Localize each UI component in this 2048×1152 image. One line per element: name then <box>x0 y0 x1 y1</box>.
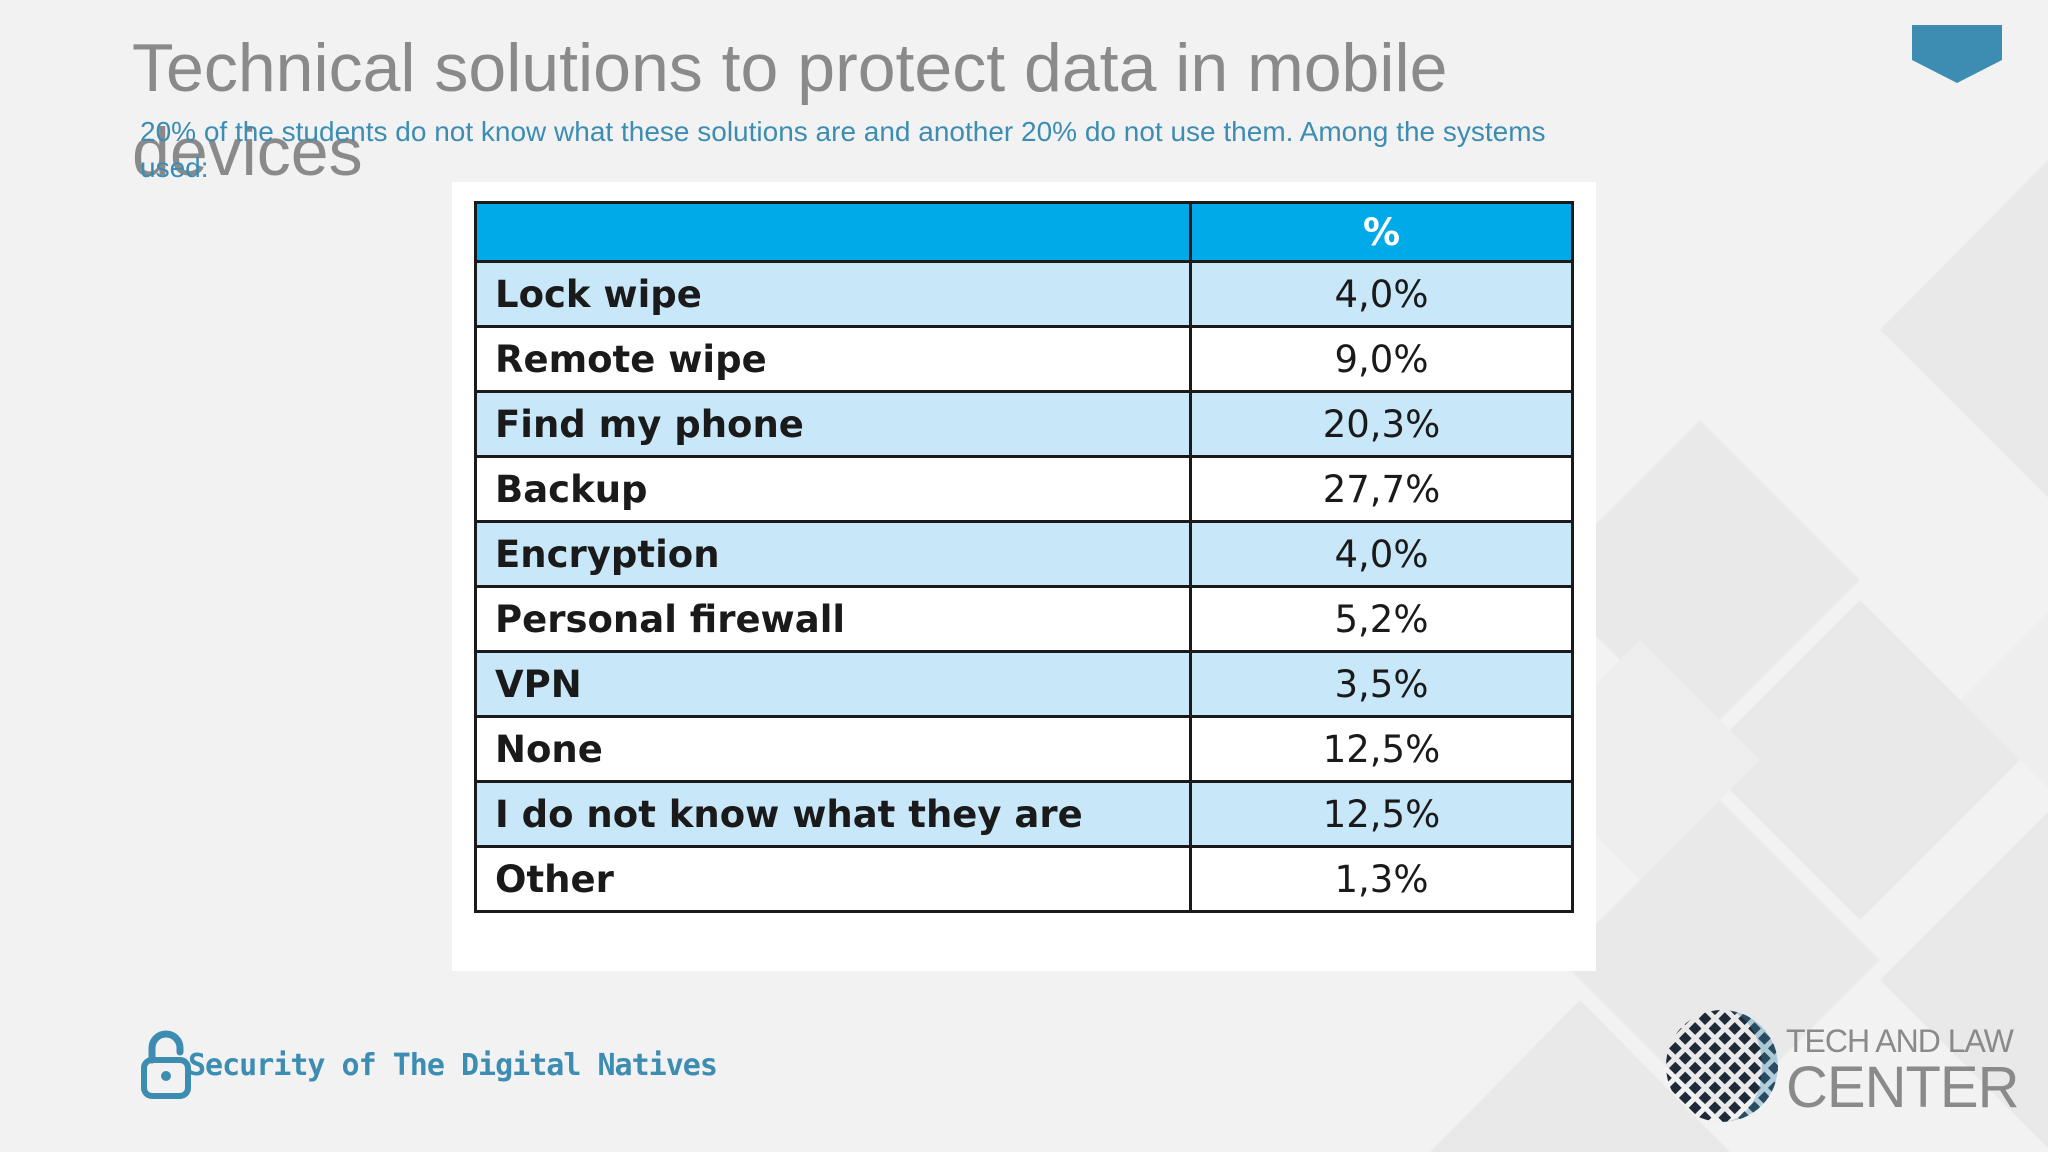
page-title: Technical solutions to protect data in m… <box>132 30 1448 190</box>
row-label: None <box>474 715 1192 783</box>
tech-and-law-center-logo: TECH AND LAW CENTER <box>1664 1004 2024 1134</box>
row-label: Personal firewall <box>474 585 1192 653</box>
table-row: Find my phone 20,3% <box>474 390 1574 458</box>
row-value: 9,0% <box>1189 325 1574 393</box>
row-label: Lock wipe <box>474 260 1192 328</box>
table-row: Other 1,3% <box>474 845 1574 913</box>
footer-brand-text: Security of The Digital Natives <box>188 1047 718 1083</box>
table-header-percent: % <box>1189 201 1574 263</box>
row-value: 12,5% <box>1189 780 1574 848</box>
row-value: 4,0% <box>1189 520 1574 588</box>
table-row: None 12,5% <box>474 715 1574 783</box>
table-header-label <box>474 201 1192 263</box>
row-label: VPN <box>474 650 1192 718</box>
logo-line-2: CENTER <box>1786 1055 2019 1120</box>
table-card: % Lock wipe 4,0% Remote wipe 9,0% Find m… <box>452 182 1596 971</box>
row-label: Find my phone <box>474 390 1192 458</box>
row-label: Backup <box>474 455 1192 523</box>
table-row: VPN 3,5% <box>474 650 1574 718</box>
row-label: Remote wipe <box>474 325 1192 393</box>
row-value: 5,2% <box>1189 585 1574 653</box>
table-row: Lock wipe 4,0% <box>474 260 1574 328</box>
row-label: Other <box>474 845 1192 913</box>
row-label: I do not know what they are <box>474 780 1192 848</box>
table-row: Personal firewall 5,2% <box>474 585 1574 653</box>
row-label: Encryption <box>474 520 1192 588</box>
row-value: 3,5% <box>1189 650 1574 718</box>
table-row: Backup 27,7% <box>474 455 1574 523</box>
row-value: 12,5% <box>1189 715 1574 783</box>
page-subtitle: 20% of the students do not know what the… <box>140 116 1546 183</box>
data-table: % Lock wipe 4,0% Remote wipe 9,0% Find m… <box>474 201 1574 913</box>
padlock-icon <box>141 1030 191 1099</box>
table-row: Remote wipe 9,0% <box>474 325 1574 393</box>
table-header-row: % <box>474 201 1574 263</box>
globe-logo-icon <box>1666 1010 1778 1122</box>
footer-brand: Security of The Digital Natives <box>140 1030 718 1100</box>
row-value: 1,3% <box>1189 845 1574 913</box>
table-row: Encryption 4,0% <box>474 520 1574 588</box>
table-row: I do not know what they are 12,5% <box>474 780 1574 848</box>
row-value: 4,0% <box>1189 260 1574 328</box>
row-value: 20,3% <box>1189 390 1574 458</box>
logo-line-1: TECH AND LAW <box>1786 1023 2014 1059</box>
bookmark-tab-icon <box>1912 25 2002 83</box>
row-value: 27,7% <box>1189 455 1574 523</box>
